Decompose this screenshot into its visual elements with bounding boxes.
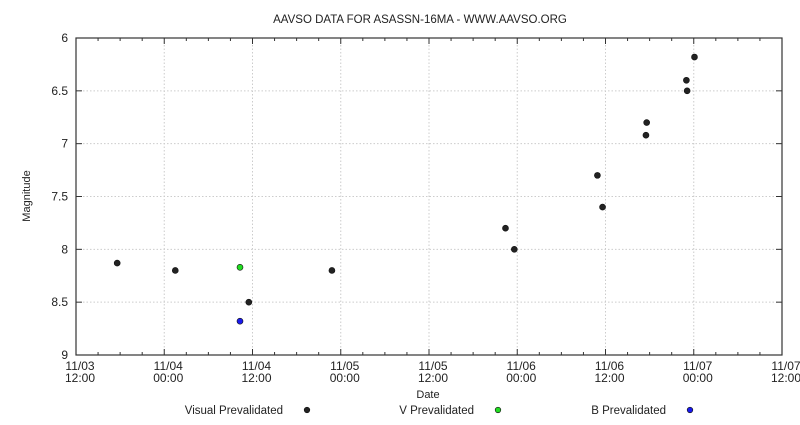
- data-point: [245, 298, 253, 306]
- x-axis: 11/0312:0011/0400:0011/0412:0011/0500:00…: [65, 38, 800, 385]
- x-tick-label-date: 11/04: [154, 359, 183, 373]
- x-tick-label-time: 12:00: [65, 371, 95, 385]
- data-point: [502, 224, 509, 232]
- x-tick-label-date: 11/06: [507, 359, 536, 373]
- legend-item: Visual Prevalidated: [185, 405, 311, 417]
- x-tick-label-time: 00:00: [506, 371, 536, 385]
- data-point: [691, 53, 698, 61]
- x-tick-label-time: 12:00: [241, 371, 271, 385]
- data-point: [171, 267, 179, 274]
- y-axis-label: Magnitude: [21, 170, 33, 221]
- x-tick-label-date: 11/06: [595, 359, 624, 373]
- x-tick-label-date: 11/07: [683, 359, 712, 373]
- data-point: [113, 259, 121, 267]
- y-tick-label: 6.5: [51, 84, 68, 98]
- data-point: [642, 131, 650, 139]
- data-point: [236, 263, 244, 271]
- data-point: [328, 267, 336, 274]
- data-point: [594, 172, 601, 179]
- data-point: [599, 203, 606, 211]
- x-tick-label-date: 11/04: [242, 359, 271, 373]
- y-axis: 6 6.5 7 7.5 8 8.5 9: [51, 31, 782, 362]
- legend: Visual Prevalidated V Prevalidated B Preva…: [185, 405, 694, 417]
- x-tick-label-date: 11/03: [65, 359, 94, 373]
- x-tick-label-date: 11/05: [418, 359, 447, 373]
- legend-marker: [303, 406, 311, 414]
- legend-item: B Prevalidated: [591, 405, 694, 417]
- y-tick-label: 8.5: [51, 295, 68, 309]
- legend-label: B Prevalidated: [591, 405, 666, 417]
- legend-marker: [494, 406, 502, 414]
- x-tick-label-time: 12:00: [771, 371, 800, 385]
- chart-title: AAVSO DATA FOR ASASSN-16MA - WWW.AAVSO.O…: [273, 14, 567, 26]
- x-axis-label: Date: [416, 389, 439, 401]
- grid: [76, 38, 782, 355]
- x-tick-label-date: 11/07: [771, 359, 800, 373]
- x-tick-label-time: 00:00: [153, 371, 183, 385]
- data-points: [113, 53, 698, 325]
- legend-item: V Prevalidated: [399, 405, 502, 417]
- data-point: [683, 76, 690, 84]
- legend-label: V Prevalidated: [399, 405, 474, 417]
- legend-label: Visual Prevalidated: [185, 405, 283, 417]
- y-tick-label: 8: [61, 242, 68, 256]
- y-tick-label: 7: [61, 137, 68, 151]
- x-tick-label-time: 12:00: [418, 371, 448, 385]
- x-tick-label-date: 11/05: [330, 359, 359, 373]
- y-tick-label: 6: [61, 31, 68, 45]
- x-tick-label-time: 12:00: [594, 371, 624, 385]
- data-point: [511, 246, 518, 253]
- x-tick-label-time: 00:00: [330, 371, 360, 385]
- data-point: [643, 119, 650, 126]
- x-tick-label-time: 00:00: [683, 371, 713, 385]
- y-tick-label: 7.5: [51, 190, 68, 204]
- legend-marker: [686, 406, 694, 414]
- y-tick-label: 9: [61, 348, 68, 362]
- data-point: [236, 317, 244, 325]
- data-point: [683, 87, 691, 95]
